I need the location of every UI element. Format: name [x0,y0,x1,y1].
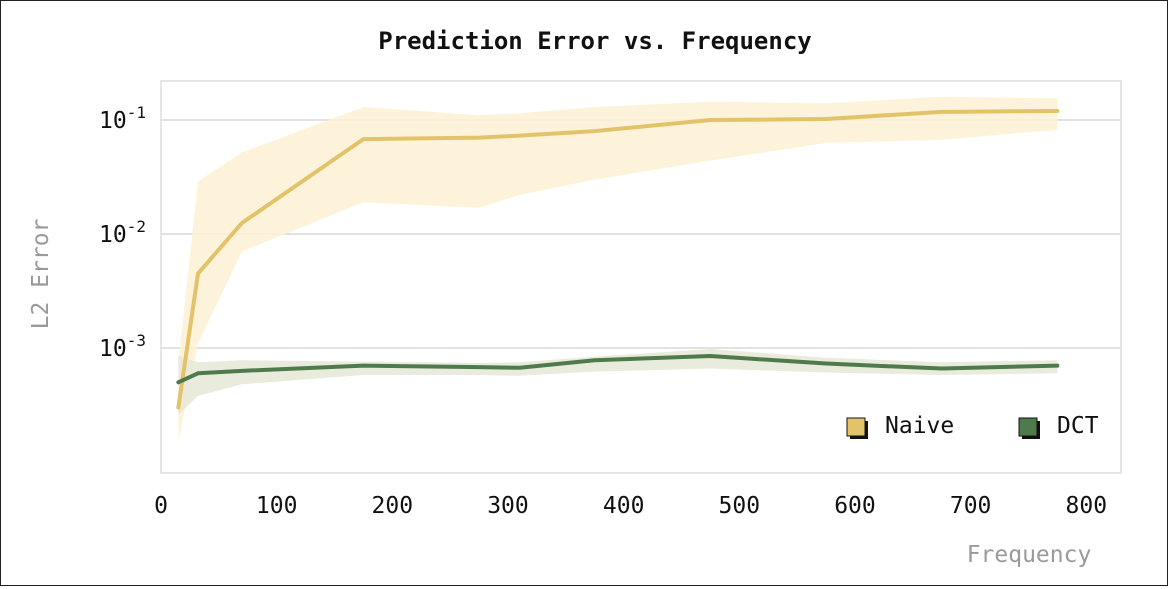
x-tick-label: 800 [1066,493,1108,519]
x-tick-label: 700 [950,493,992,519]
y-tick-labels: 10-110-210-3 [99,103,146,362]
x-tick-label: 200 [372,493,414,519]
y-tick-base: 10 [99,222,127,248]
x-tick-label: 0 [154,493,168,519]
naive-legend-label: Naive [885,413,954,439]
y-tick-label: 10-3 [99,331,146,362]
naive-error-band [178,96,1058,442]
error-bands [178,96,1058,442]
plot-area [160,80,1122,474]
x-axis-label: Frequency [967,542,1092,568]
x-tick-label: 600 [834,493,876,519]
x-tick-label: 300 [487,493,529,519]
y-tick-label: 10-1 [99,103,146,134]
legend: Naive DCT [846,413,1099,439]
x-tick-label: 400 [603,493,645,519]
dct-legend-swatch [1018,417,1038,437]
y-tick-base: 10 [99,336,127,362]
y-tick-label: 10-2 [99,217,146,248]
chart-title: Prediction Error vs. Frequency [378,27,811,55]
x-tick-label: 500 [719,493,761,519]
y-tick-base: 10 [99,108,127,134]
y-axis-label: L2 Error [28,219,54,330]
x-tick-label: 100 [256,493,298,519]
series-lines [176,109,1060,410]
naive-series-line [176,109,1060,410]
dct-series-line [176,354,1060,385]
y-tick-exponent: -2 [127,217,146,236]
dct-legend-label: DCT [1057,413,1099,439]
naive-legend-swatch [846,417,866,437]
y-tick-exponent: -1 [127,103,146,122]
y-tick-exponent: -3 [127,331,146,350]
x-tick-labels: 0 100 200 300 400 500 600 700 800 [154,493,1107,519]
